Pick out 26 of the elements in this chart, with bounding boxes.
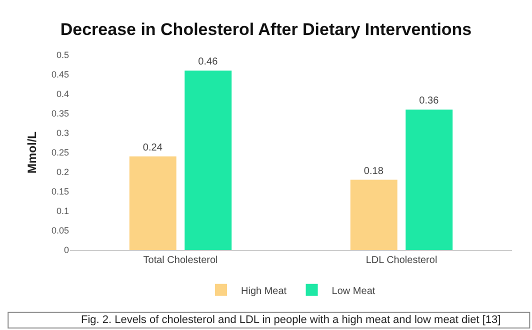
chart-title: Decrease in Cholesterol After Dietary Interventions — [60, 20, 472, 39]
y-tick-label: 0.25 — [51, 148, 69, 158]
y-tick-label: 0.2 — [56, 167, 69, 178]
data-label: 0.18 — [364, 166, 384, 177]
data-label: 0.24 — [142, 142, 163, 154]
y-tick-label: 0.4 — [56, 89, 69, 100]
x-tick-label: LDL Cholesterol — [366, 255, 438, 266]
y-tick-label: 0.15 — [51, 186, 69, 197]
y-tick-label: 0.35 — [51, 108, 69, 119]
y-tick-label: 0.45 — [51, 70, 69, 80]
data-label: 0.36 — [419, 96, 440, 107]
bar — [129, 156, 176, 250]
y-tick-label: 0.1 — [56, 206, 69, 216]
legend-label: High Meat — [241, 286, 287, 297]
y-axis-title: Mmol/L — [25, 132, 39, 174]
bar — [406, 110, 453, 250]
y-tick-label: 0.05 — [51, 226, 69, 236]
x-tick-label: Total Cholesterol — [143, 255, 218, 266]
data-label: 0.46 — [198, 56, 218, 68]
caption: Fig. 2. Levels of cholesterol and LDL in people with a high meat and low meat diet [13] — [81, 314, 501, 326]
legend-label: Low Meat — [332, 286, 376, 297]
bar — [184, 70, 232, 250]
y-tick-label: 0.3 — [56, 128, 69, 138]
y-tick-label: 0.5 — [56, 50, 69, 60]
y-tick-label: 0 — [64, 245, 69, 256]
bar — [350, 180, 398, 250]
